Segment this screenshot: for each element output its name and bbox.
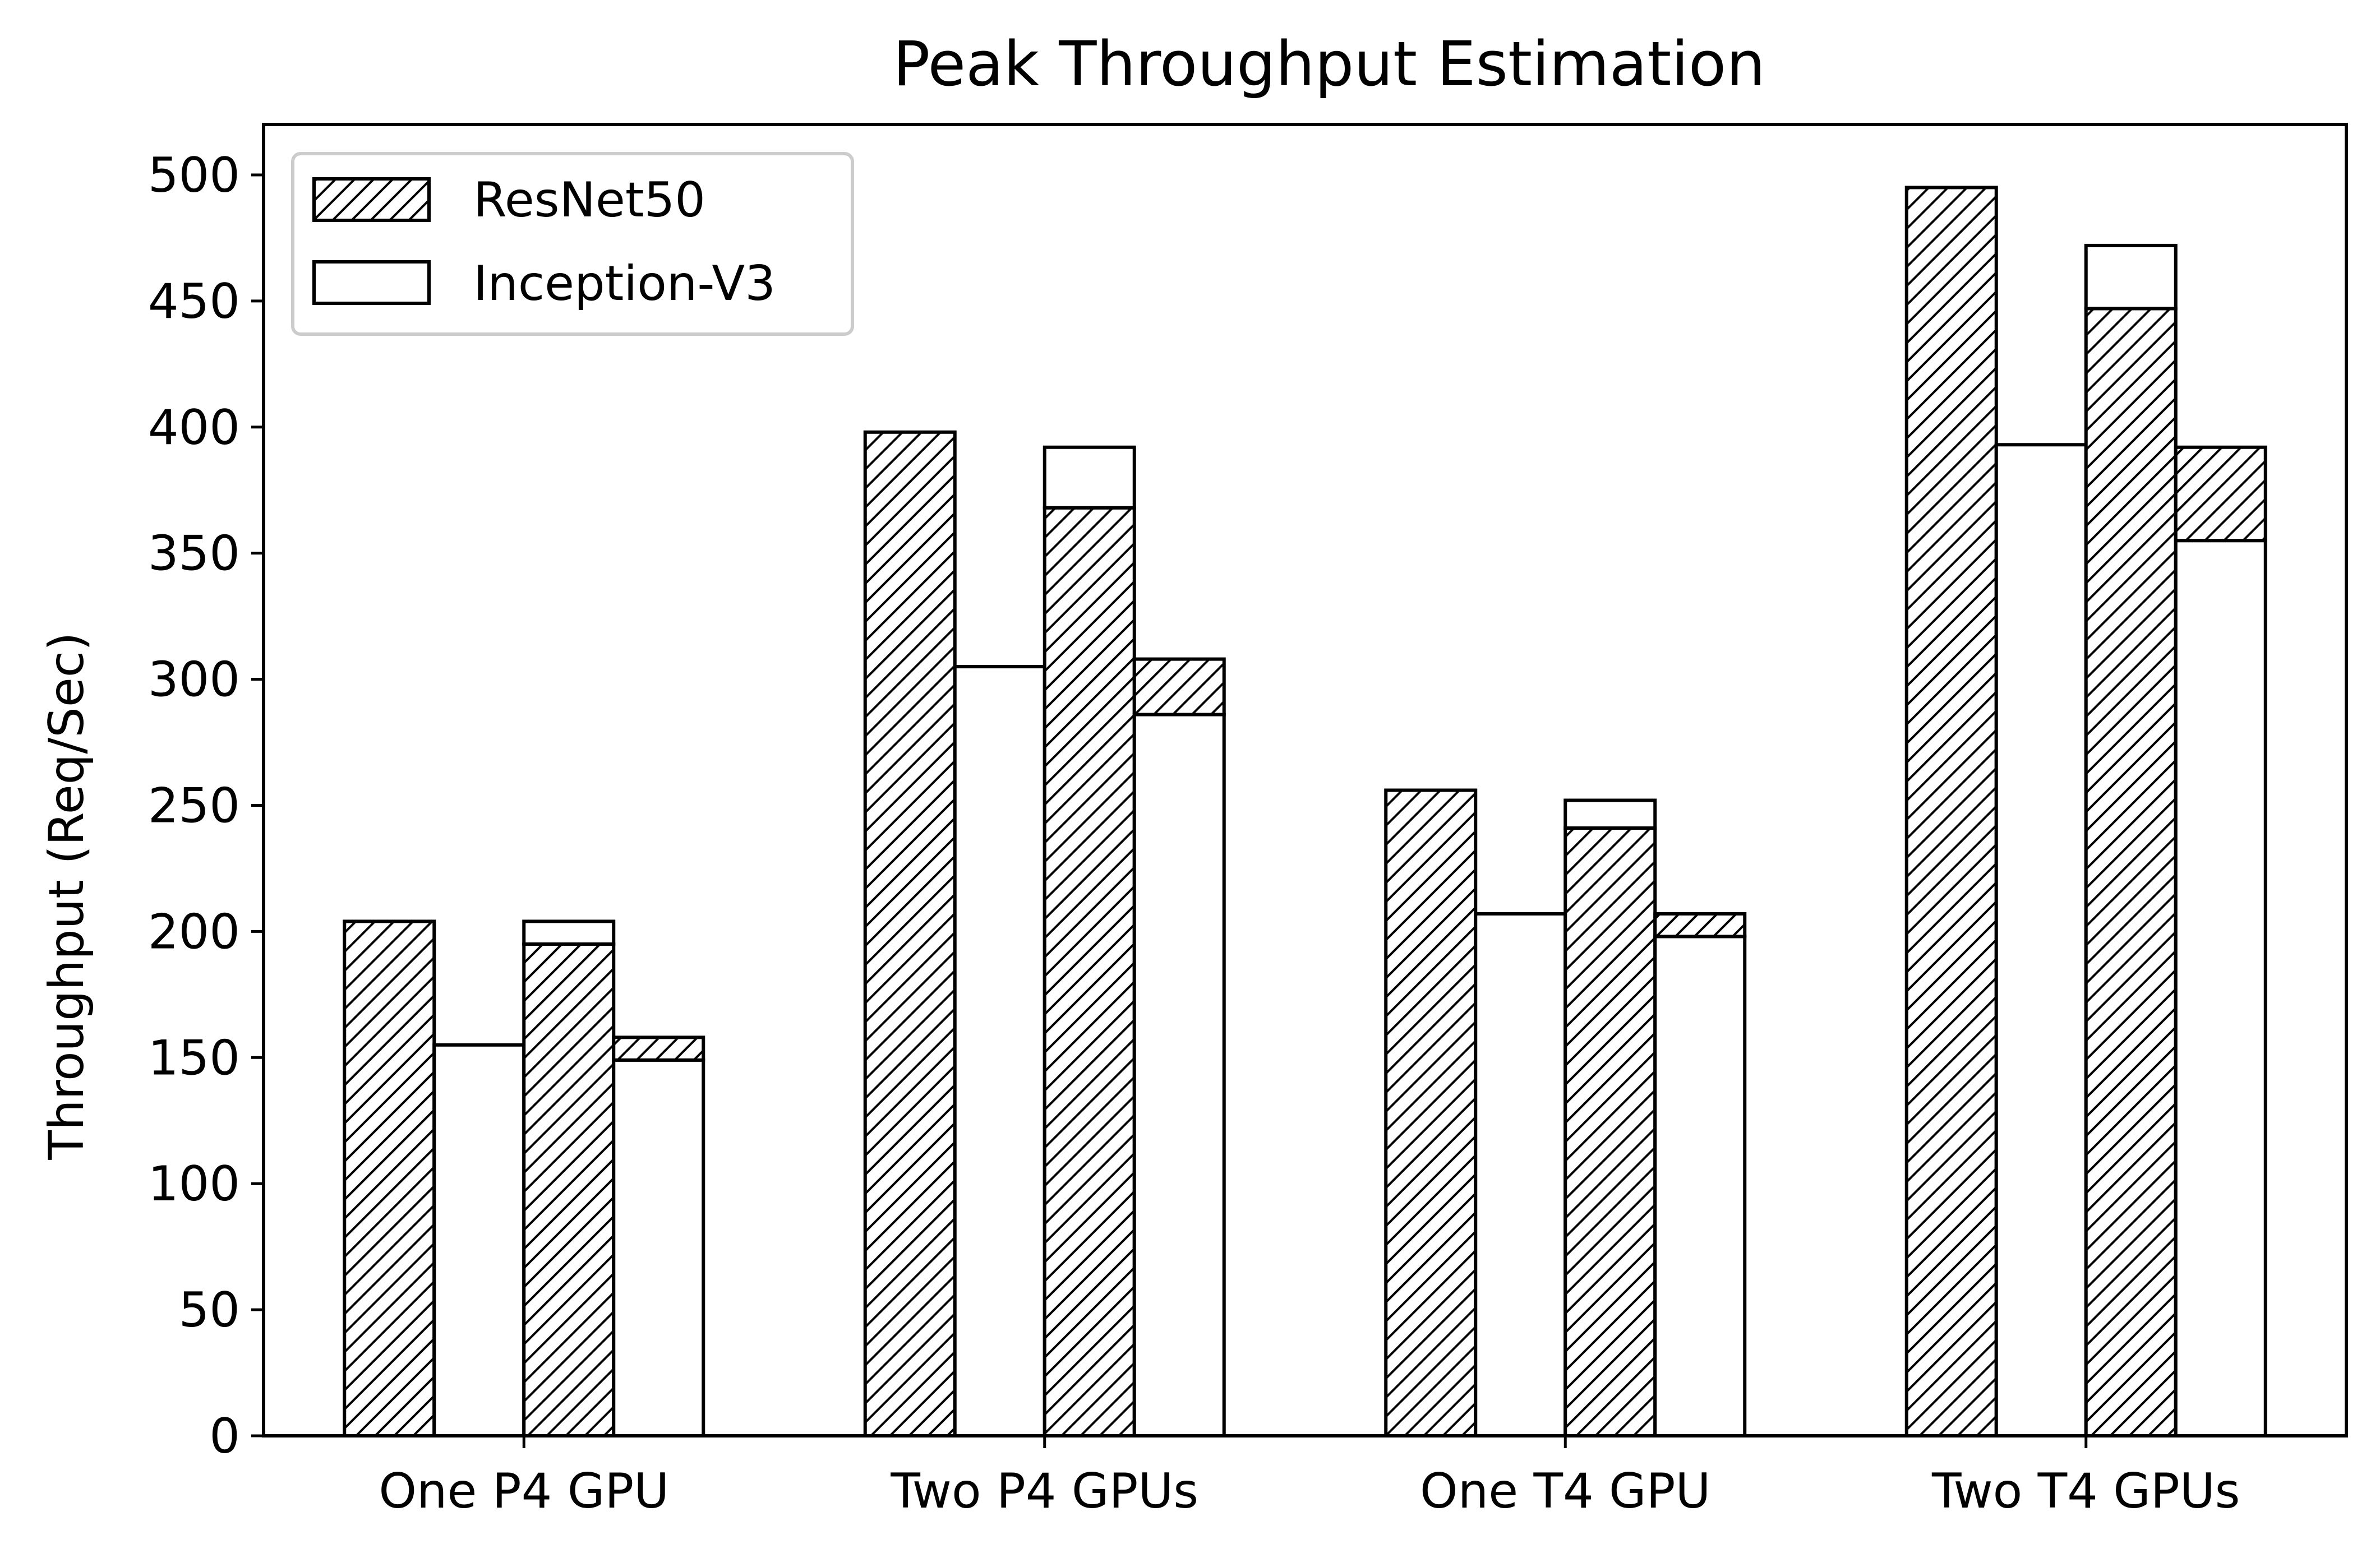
bar-mixed-2-inception-v3-segment-one-p4-gpu [612,1058,705,1437]
bar-mixed-1-inception-v3-segment-two-t4-gpus [2084,243,2178,311]
chart-title: Peak Throughput Estimation [893,28,1765,100]
bar-resnet50-one-p4-gpu [343,919,436,1437]
bar-mixed-2-inception-v3-segment-two-t4-gpus [2174,539,2267,1437]
axes-layer: One P4 GPU Two P4 GPUs One T4 GPU Two T4 GP… [148,123,2348,1519]
bar-mixed-1-inception-v3-segment-two-p4-gpus [1043,445,1136,510]
bar-resnet50-one-t4-gpu [1384,788,1478,1437]
bar-inception-v3-two-p4-gpus [953,665,1046,1437]
bar-mixed-2-inception-v3-segment-two-p4-gpus [1132,713,1226,1437]
y-tick-label-500: 500 [148,147,240,204]
x-tick-label-one-p4-gpu: One P4 GPU [379,1463,669,1519]
bar-inception-v3-one-t4-gpu [1474,912,1567,1437]
y-tick-label-450: 450 [148,274,240,330]
bars-layer [343,186,2267,1438]
y-tick-label-250: 250 [148,778,240,834]
y-tick-label-50: 50 [179,1282,240,1338]
y-tick-label-150: 150 [148,1030,240,1086]
bar-mixed-1-inception-v3-segment-one-t4-gpu [1563,798,1657,830]
y-tick-label-0: 0 [209,1408,240,1464]
bar-mixed-1-resnet50-segment-one-t4-gpu [1563,826,1657,1437]
x-tick-label-two-t4-gpus: Two T4 GPUs [1931,1463,2240,1519]
y-tick-label-200: 200 [148,904,240,960]
bar-resnet50-two-t4-gpus [1904,186,1998,1438]
legend-label-resnet50: ResNet50 [473,172,705,228]
plot-frame [262,123,2348,1437]
bar-mixed-1-resnet50-segment-one-p4-gpu [522,942,616,1437]
y-axis-label: Throughput (Req/Sec) [39,632,95,1160]
legend: ResNet50 Inception-V3 [291,152,854,336]
bar-inception-v3-one-p4-gpu [432,1043,526,1437]
bar-mixed-1-resnet50-segment-two-t4-gpus [2084,307,2178,1437]
legend-label-inception-v3: Inception-V3 [473,256,776,312]
bar-mixed-2-resnet50-segment-two-t4-gpus [2174,445,2267,543]
y-tick-label-350: 350 [148,526,240,582]
legend-swatch-inception-v3 [312,260,431,305]
bar-mixed-1-inception-v3-segment-one-p4-gpu [522,919,616,946]
bar-resnet50-two-p4-gpus [863,430,957,1437]
bar-mixed-2-resnet50-segment-two-p4-gpus [1132,657,1226,717]
bar-mixed-2-resnet50-segment-one-t4-gpu [1653,912,1747,939]
bar-mixed-1-resnet50-segment-two-p4-gpus [1043,506,1136,1438]
y-tick-label-100: 100 [148,1156,240,1212]
bar-inception-v3-two-t4-gpus [1994,443,2088,1438]
legend-frame [291,152,854,336]
legend-swatch-resnet50 [312,177,431,222]
x-tick-label-one-t4-gpu: One T4 GPU [1420,1463,1710,1519]
y-tick-label-300: 300 [148,652,240,708]
bar-mixed-2-inception-v3-segment-one-t4-gpu [1653,935,1747,1437]
y-tick-label-400: 400 [148,400,240,456]
bar-mixed-2-resnet50-segment-one-p4-gpu [612,1036,705,1062]
x-tick-label-two-p4-gpus: Two P4 GPUs [890,1463,1198,1519]
